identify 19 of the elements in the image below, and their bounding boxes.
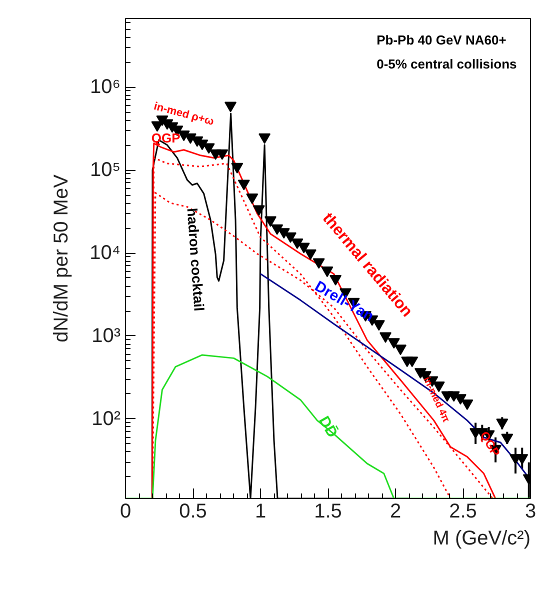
annotation: hadron cocktail xyxy=(184,207,208,312)
x-tick-label: 3 xyxy=(524,500,536,522)
x-tick-label: 1 xyxy=(254,500,266,522)
x-tick-label: 2.5 xyxy=(449,500,477,522)
y-tick-label: 10³ xyxy=(92,324,121,347)
x-tick-label: 0.5 xyxy=(179,500,207,522)
annotation: QGP xyxy=(151,130,181,146)
x-axis-title: M (GeV/c²) xyxy=(432,528,531,550)
annotation: 0-5% central collisions xyxy=(376,56,517,72)
y-axis-title: dN/dM per 50 MeV xyxy=(50,174,73,342)
y-tick-label: 10² xyxy=(92,408,121,430)
annotation: in-med ρ+ω xyxy=(152,100,216,128)
y-tick-label: 10⁶ xyxy=(90,76,121,98)
x-tick-label: 2 xyxy=(390,500,402,522)
annotation: Pb-Pb 40 GeV NA60+ xyxy=(376,32,507,48)
y-tick-label: 10⁴ xyxy=(90,242,121,264)
y-tick-label: 10⁵ xyxy=(90,159,121,182)
x-tick-label: 1.5 xyxy=(314,500,342,522)
x-tick-label: 0 xyxy=(120,500,132,522)
